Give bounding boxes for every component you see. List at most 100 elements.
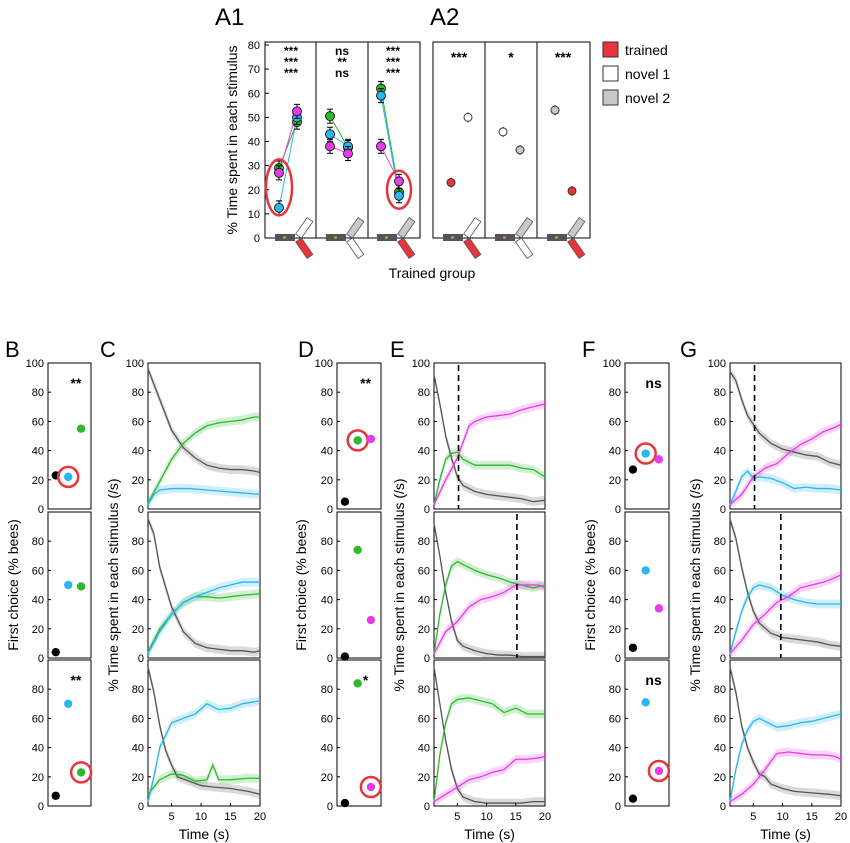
first-choice-point — [628, 794, 638, 803]
ytick-label: 60 — [609, 713, 621, 725]
series-line — [147, 487, 261, 505]
ytick-label: 20 — [609, 772, 621, 784]
y-maze-icon — [377, 217, 416, 259]
first-choice-frame — [47, 362, 92, 510]
a1-point — [325, 129, 335, 140]
maze-arm-upper — [463, 217, 482, 239]
sem-band — [434, 751, 545, 806]
first-choice-point — [654, 766, 664, 776]
maze-arm-upper — [567, 217, 586, 239]
ytick-label: 80 — [321, 387, 333, 399]
time-course-frame — [433, 362, 546, 510]
ytick-label: 0 — [615, 504, 621, 516]
ytick-label: 60 — [714, 416, 726, 428]
a1-point — [274, 167, 284, 178]
sem-band — [730, 709, 841, 806]
ytick-label: 40 — [418, 446, 430, 458]
legend-label: novel 1 — [625, 66, 670, 82]
panel-letter-b: B — [5, 337, 20, 362]
first-choice-point — [654, 604, 664, 613]
ytick-label: 20 — [714, 475, 726, 487]
ytick-label-a1: 40 — [248, 137, 260, 149]
a1-point — [376, 90, 386, 101]
ytick-label: 0 — [615, 801, 621, 813]
ytick-label: 60 — [321, 713, 333, 725]
significance-label: ns — [335, 66, 349, 80]
ytick-label-a1: 10 — [248, 209, 260, 221]
first-choice-point — [64, 472, 73, 482]
xtick-label: 15 — [224, 811, 236, 823]
significance-label: ** — [337, 55, 347, 69]
ytick-label: 40 — [714, 595, 726, 607]
xtick-label: 5 — [454, 811, 460, 823]
series-line — [729, 574, 842, 655]
ytick-label: 20 — [32, 475, 44, 487]
ytick-label: 20 — [714, 624, 726, 636]
series-line — [147, 667, 261, 795]
a1-point — [394, 190, 404, 201]
ytick-label: 100 — [126, 358, 144, 370]
maze-arm-lower — [515, 237, 534, 259]
ytick-label: 40 — [418, 743, 430, 755]
ytick-label: 20 — [418, 772, 430, 784]
ytick-label: 100 — [26, 358, 44, 370]
highlight-circle — [264, 158, 294, 217]
first-choice-point — [64, 580, 73, 590]
series-line — [433, 523, 545, 658]
highlight-circle — [359, 775, 383, 799]
significance-label: * — [363, 672, 369, 688]
ytick-label: 20 — [321, 624, 333, 636]
a1-point — [325, 111, 335, 122]
legend-label: trained — [625, 42, 668, 58]
maze-marker — [503, 236, 506, 239]
first-choice-frame — [47, 511, 92, 659]
xtick-label: 10 — [195, 811, 207, 823]
significance-label: ns — [335, 44, 349, 58]
ytick-label: 60 — [321, 416, 333, 428]
significance-label: * — [508, 49, 514, 65]
first-choice-point — [628, 465, 638, 474]
ytick-label: 60 — [132, 713, 144, 725]
y-axis-label-time-spent: % Time spent in each stimulus (/s) — [391, 478, 407, 691]
xtick-label: 20 — [539, 811, 551, 823]
xtick-label: 15 — [806, 811, 818, 823]
first-choice-frame — [624, 511, 670, 659]
ytick-label: 40 — [714, 446, 726, 458]
time-course-frame — [729, 511, 842, 659]
ytick-label: 100 — [315, 358, 333, 370]
xtick-label: 5 — [750, 811, 756, 823]
ytick-label: 80 — [321, 684, 333, 696]
ytick-label: 80 — [609, 684, 621, 696]
ytick-label: 20 — [418, 624, 430, 636]
y-maze-icon — [275, 217, 314, 259]
ytick-label: 80 — [321, 536, 333, 548]
ytick-label: 0 — [424, 653, 430, 665]
ytick-label: 20 — [132, 772, 144, 784]
maze-marker — [283, 236, 286, 239]
series-line — [729, 519, 842, 647]
series-line — [729, 470, 842, 505]
ytick-label: 0 — [327, 801, 333, 813]
panel-letter-f: F — [582, 337, 595, 362]
ytick-label: 40 — [132, 595, 144, 607]
time-course-frame — [147, 362, 261, 510]
ytick-label: 20 — [321, 475, 333, 487]
ytick-label: 60 — [32, 713, 44, 725]
ytick-label: 60 — [32, 416, 44, 428]
ytick-label: 60 — [418, 565, 430, 577]
y-axis-label-first-choice: First choice (% bees) — [582, 519, 598, 650]
ytick-label: 20 — [32, 624, 44, 636]
ytick-label: 40 — [32, 595, 44, 607]
ytick-label: 80 — [132, 536, 144, 548]
ytick-label: 0 — [138, 504, 144, 516]
legend-swatch — [602, 41, 619, 58]
first-choice-frame — [336, 659, 382, 807]
ytick-label: 20 — [609, 624, 621, 636]
ytick-label: 40 — [32, 446, 44, 458]
first-choice-point — [654, 455, 664, 464]
xtick-label: 15 — [510, 811, 522, 823]
first-choice-frame — [336, 362, 382, 510]
a2-point — [515, 145, 525, 155]
first-choice-point — [366, 782, 376, 792]
